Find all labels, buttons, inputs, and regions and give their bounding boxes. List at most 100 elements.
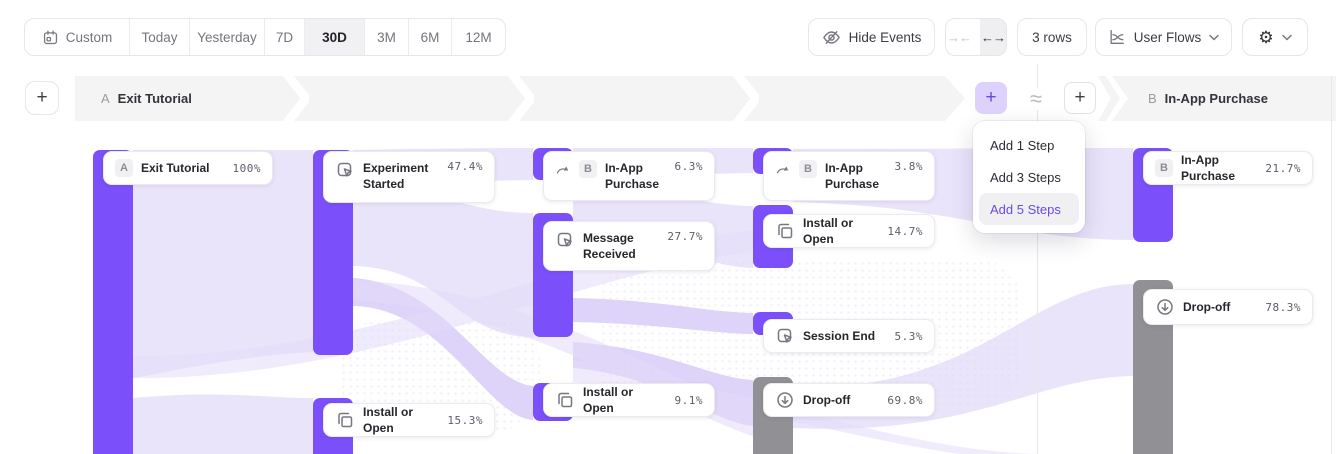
node-percent: 47.4% — [447, 160, 483, 173]
step-separator-chevron — [281, 76, 309, 121]
chevron-down-icon — [1281, 34, 1292, 40]
menu-item-label: Add 1 Step — [990, 137, 1055, 153]
node-card-install-or-open-1[interactable]: Install or Open 15.3% — [323, 403, 495, 437]
step-badge: B — [1155, 159, 1173, 177]
node-label: Install or Open — [583, 384, 634, 415]
jump-arrow-icon — [556, 166, 569, 174]
node-label: Drop-off — [1183, 299, 1231, 314]
date-range-label: 30D — [322, 29, 347, 45]
eye-off-icon — [822, 30, 840, 44]
node-percent: 69.8% — [887, 393, 923, 407]
node-card-session-end[interactable]: Session End 5.3% — [763, 319, 935, 353]
date-range-3m[interactable]: 3M — [364, 19, 408, 55]
collapse-columns-button[interactable]: →← — [947, 29, 972, 45]
date-range-12m[interactable]: 12M — [451, 19, 505, 55]
copy-icon — [778, 223, 793, 239]
date-range-custom[interactable]: Custom — [25, 19, 129, 55]
node-label: Exit Tutorial — [141, 160, 210, 175]
chart-type-dropdown[interactable]: User Flows — [1095, 18, 1232, 56]
node-label: In-App Purchase — [1181, 152, 1236, 183]
node-percent: 78.3% — [1265, 300, 1301, 314]
hide-events-button[interactable]: Hide Events — [808, 18, 935, 56]
add-step-before-b-button[interactable]: + — [1064, 82, 1096, 114]
node-label: Experiment Started — [363, 161, 429, 192]
step-badge: B — [579, 160, 597, 178]
date-range-label: Custom — [65, 29, 113, 45]
node-percent: 21.7% — [1265, 161, 1301, 175]
toolbar: Custom Today Yesterday 7D 30D 3M 6M 12M … — [0, 0, 1336, 64]
node-percent: 5.3% — [894, 329, 923, 343]
drop-off-icon — [1157, 299, 1173, 315]
section-b-header[interactable]: B In-App Purchase — [1112, 76, 1336, 121]
node-card-drop-off-b[interactable]: Drop-off 78.3% — [1143, 289, 1313, 325]
node-card-in-app-purchase-2[interactable]: B In-App Purchase 3.8% — [763, 151, 935, 201]
node-label: Session End — [803, 328, 876, 343]
spacing-toggle-group: →← ←→ — [945, 18, 1007, 56]
step-badge: B — [799, 160, 817, 178]
menu-item-add-1-step[interactable]: Add 1 Step — [979, 129, 1079, 161]
section-a-badge: A — [101, 91, 110, 106]
section-a-label: Exit Tutorial — [117, 91, 192, 106]
section-b-label: In-App Purchase — [1164, 91, 1268, 106]
node-percent: 6.3% — [674, 160, 703, 173]
settings-button[interactable]: ⚙ — [1242, 18, 1308, 56]
node-percent: 100% — [232, 161, 261, 175]
date-range-label: 6M — [420, 29, 440, 45]
node-percent: 14.7% — [887, 224, 923, 238]
date-range-label: Today — [141, 29, 178, 45]
chart-type-label: User Flows — [1133, 29, 1202, 45]
step-badge: A — [115, 159, 133, 177]
calendar-icon — [43, 29, 57, 44]
date-range-yesterday[interactable]: Yesterday — [189, 19, 264, 55]
node-card-message-received[interactable]: Message Received 27.7% — [543, 221, 715, 271]
expand-columns-button[interactable]: ←→ — [980, 19, 1006, 55]
click-event-icon — [337, 162, 352, 177]
date-range-label: 7D — [275, 29, 294, 45]
date-range-today[interactable]: Today — [129, 19, 189, 55]
node-label: Message Received — [583, 231, 636, 262]
add-steps-menu: Add 1 Step Add 3 Steps Add 5 Steps — [973, 121, 1085, 233]
node-card-in-app-purchase-1[interactable]: B In-App Purchase 6.3% — [543, 151, 715, 201]
date-range-group: Custom Today Yesterday 7D 30D 3M 6M 12M — [24, 18, 506, 56]
section-divider — [1037, 64, 1038, 454]
chevron-down-icon — [1209, 34, 1219, 40]
menu-item-add-3-steps[interactable]: Add 3 Steps — [979, 161, 1079, 193]
node-label: Drop-off — [803, 392, 851, 407]
node-card-install-or-open-2[interactable]: Install or Open 9.1% — [543, 383, 715, 417]
node-card-in-app-purchase-b[interactable]: B In-App Purchase 21.7% — [1143, 151, 1313, 185]
copy-icon — [558, 392, 573, 408]
node-percent: 15.3% — [447, 413, 483, 427]
node-card-experiment-started[interactable]: Experiment Started 47.4% — [323, 151, 495, 203]
node-percent: 27.7% — [667, 230, 703, 243]
click-event-icon — [557, 232, 572, 247]
node-card-install-or-open-3[interactable]: Install or Open 14.7% — [763, 214, 935, 248]
user-flows-icon — [1110, 30, 1124, 44]
menu-item-add-5-steps[interactable]: Add 5 Steps — [979, 193, 1079, 225]
node-percent: 3.8% — [894, 160, 923, 173]
node-card-exit-tutorial[interactable]: A Exit Tutorial 100% — [103, 151, 273, 185]
rows-button[interactable]: 3 rows — [1017, 18, 1087, 56]
rows-label: 3 rows — [1032, 29, 1072, 45]
jump-arrow-icon — [776, 166, 789, 174]
node-label: Install or Open — [363, 404, 414, 435]
date-range-label: 3M — [377, 29, 396, 45]
date-range-6m[interactable]: 6M — [408, 19, 451, 55]
approx-connector-icon: ≈ — [1026, 88, 1047, 110]
date-range-7d[interactable]: 7D — [264, 19, 304, 55]
drop-off-icon — [777, 392, 793, 408]
date-range-label: 12M — [465, 29, 492, 45]
click-event-icon — [777, 328, 792, 343]
node-card-drop-off-1[interactable]: Drop-off 69.8% — [763, 383, 935, 417]
section-b-badge: B — [1148, 91, 1157, 106]
step-separator-chevron — [506, 76, 534, 121]
add-steps-button[interactable]: + — [975, 82, 1007, 114]
flow-bar-exit-tutorial[interactable] — [93, 150, 133, 454]
right-edge-border — [1331, 76, 1332, 454]
copy-icon — [338, 412, 353, 428]
node-percent: 9.1% — [674, 393, 703, 407]
date-range-30d[interactable]: 30D — [304, 19, 364, 55]
section-a-header[interactable]: A Exit Tutorial — [75, 76, 965, 121]
menu-item-label: Add 5 Steps — [990, 201, 1061, 217]
add-step-before-button[interactable]: + — [25, 81, 59, 115]
